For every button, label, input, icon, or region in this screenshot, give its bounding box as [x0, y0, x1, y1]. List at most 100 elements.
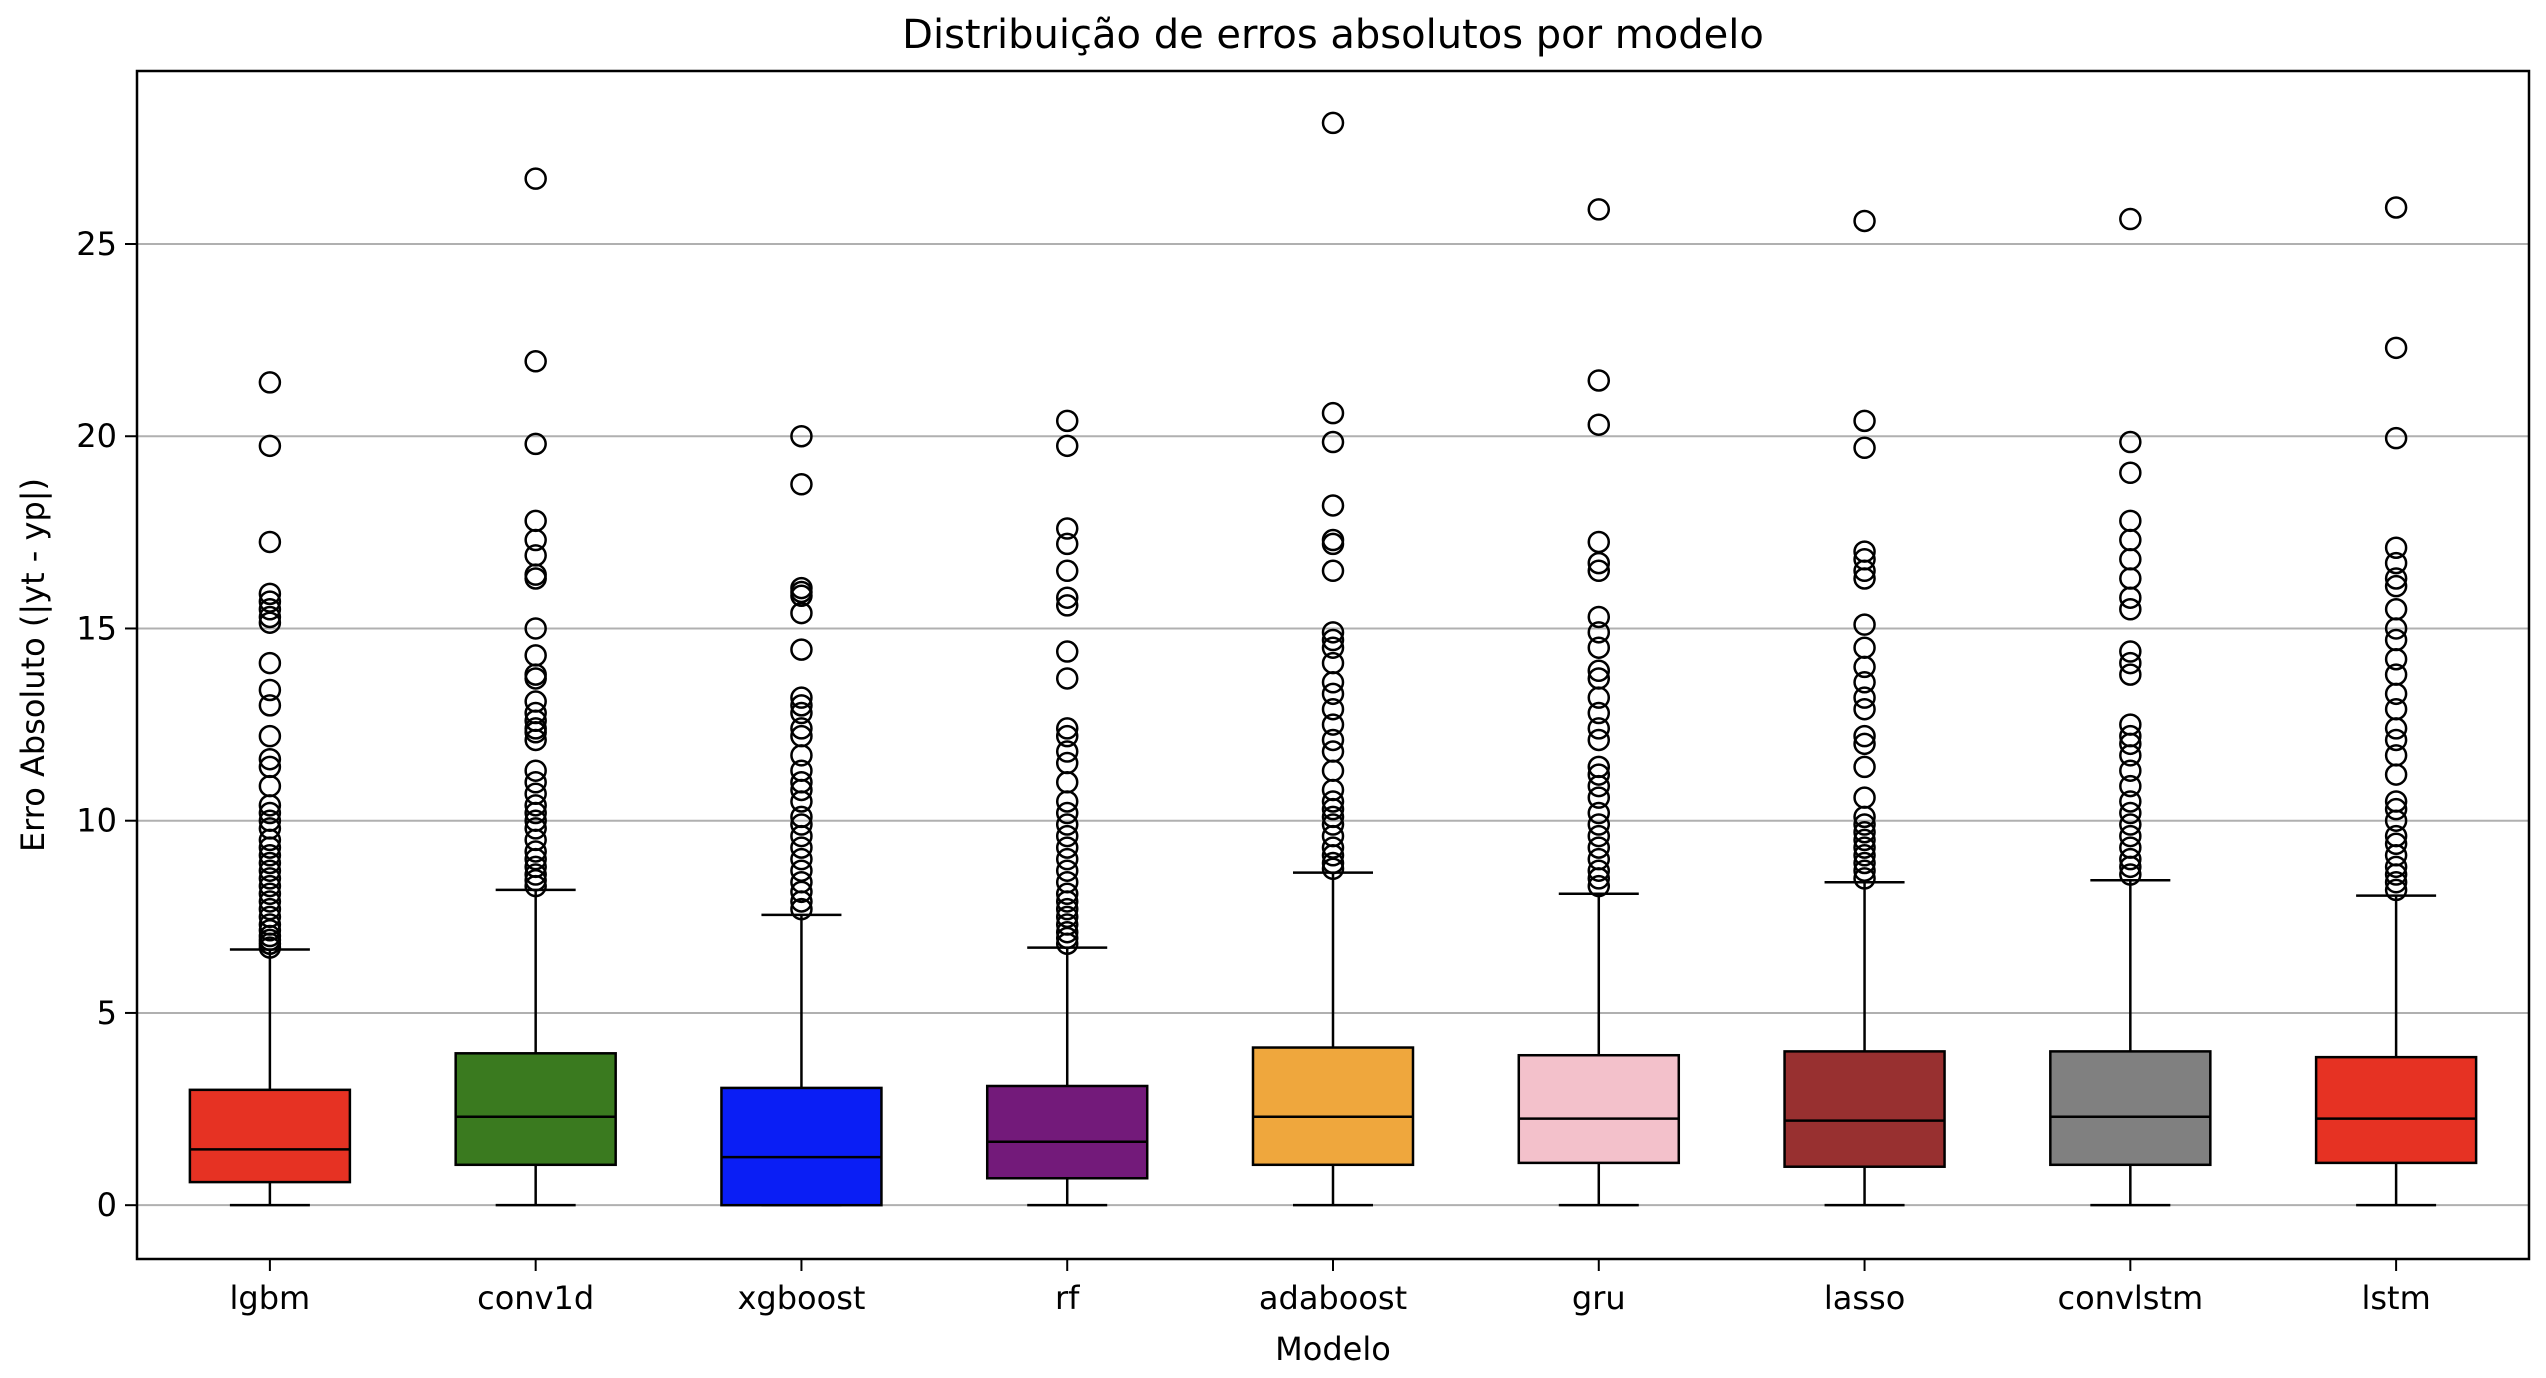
outlier-point — [524, 869, 547, 892]
y-axis-ticks: 0 5 10 15 20 25 — [76, 225, 137, 1224]
outlier-point — [1055, 409, 1079, 433]
outlier-point — [258, 605, 282, 629]
outlier-point — [1853, 209, 1876, 233]
outlier-point — [1587, 701, 1611, 725]
outlier-point — [1321, 111, 1345, 135]
outlier-point — [790, 584, 813, 608]
outlier-point — [790, 694, 813, 717]
outlier-point — [1853, 613, 1876, 636]
y-tick-label: 25 — [76, 225, 117, 263]
outlier-point — [258, 794, 282, 817]
outlier-point — [1321, 559, 1345, 583]
outlier-point — [2119, 598, 2142, 621]
outlier-point — [1587, 813, 1611, 836]
x-tick-label-conv1d: conv1d — [477, 1279, 594, 1317]
outlier-point — [1587, 198, 1611, 221]
outlier-point — [1321, 857, 1345, 881]
outlier-point — [258, 890, 282, 913]
outlier-point — [2119, 586, 2142, 609]
outlier-point — [1055, 890, 1079, 913]
outlier-point — [1853, 813, 1876, 836]
y-tick-label: 0 — [97, 1186, 117, 1224]
outlier-point — [1587, 369, 1611, 392]
y-axis-label: Erro Absoluto (|yt - yp|) — [14, 478, 52, 852]
outlier-point — [1055, 559, 1079, 583]
outlier-point — [1055, 667, 1079, 690]
outlier-point — [1321, 697, 1345, 721]
outlier-point — [2384, 426, 2408, 450]
outlier-point — [1853, 686, 1876, 709]
outlier-point — [258, 434, 282, 458]
outlier-point — [1055, 824, 1079, 848]
outlier-point — [1853, 559, 1876, 583]
outlier-point — [790, 778, 813, 802]
outlier-point — [258, 851, 282, 875]
outlier-point — [790, 744, 813, 767]
outlier-point — [1055, 926, 1079, 950]
box-adaboost — [1251, 111, 1415, 1207]
box-xgboost — [720, 424, 883, 1207]
outlier-point — [258, 859, 282, 882]
outlier-point — [1587, 859, 1611, 882]
outlier-point — [524, 817, 547, 840]
outlier-point — [1587, 636, 1611, 659]
box-rf — [985, 409, 1149, 1207]
outlier-point — [1587, 551, 1611, 575]
outlier-point — [524, 863, 547, 886]
outlier-point — [1853, 844, 1876, 867]
outlier-point — [1321, 844, 1345, 867]
box-iqr — [2049, 1050, 2212, 1167]
x-tick-label-gru: gru — [1572, 1279, 1626, 1317]
outlier-point — [524, 759, 547, 782]
outlier-point — [790, 813, 813, 836]
outlier-point — [1587, 728, 1611, 752]
x-tick-label-lgbm: lgbm — [230, 1279, 311, 1317]
outlier-point — [1321, 636, 1345, 659]
outlier-point — [1587, 686, 1611, 709]
outlier-point — [1587, 824, 1611, 848]
outlier-point — [2119, 207, 2142, 231]
box-convlstm — [2049, 207, 2212, 1207]
outlier-point — [790, 701, 813, 725]
outlier-point — [1321, 682, 1345, 706]
x-tick-label-lstm: lstm — [2361, 1279, 2430, 1317]
outlier-point — [790, 601, 813, 625]
outlier-point — [524, 801, 547, 825]
outlier-point — [258, 678, 282, 702]
outlier-point — [258, 844, 282, 867]
outlier-point — [1587, 621, 1611, 644]
outlier-point — [1055, 813, 1079, 836]
outlier-point — [258, 651, 282, 675]
outlier-point — [2384, 536, 2408, 559]
outlier-point — [1587, 559, 1611, 583]
x-tick-label-adaboost: adaboost — [1259, 1279, 1407, 1317]
outlier-point — [524, 350, 547, 373]
outlier-point — [524, 840, 547, 863]
outlier-point — [1055, 801, 1079, 825]
box-conv1d — [454, 167, 617, 1207]
outlier-point — [2384, 870, 2408, 894]
outlier-point — [258, 694, 282, 717]
outlier-point — [1055, 847, 1079, 871]
outlier-point — [524, 567, 547, 590]
outlier-point — [2119, 774, 2142, 798]
outlier-point — [1055, 882, 1079, 906]
x-tick-label-lasso: lasso — [1824, 1279, 1905, 1317]
outlier-point — [1587, 786, 1611, 809]
outlier-point — [790, 424, 813, 448]
outlier-point — [1587, 867, 1611, 890]
outlier-point — [2119, 863, 2142, 886]
outlier-point — [1587, 774, 1611, 798]
outlier-point — [1853, 724, 1876, 748]
outlier-point — [2384, 717, 2408, 740]
x-tick-label-xgboost: xgboost — [737, 1279, 865, 1317]
box-iqr — [1783, 1050, 1946, 1168]
outlier-point — [258, 611, 282, 634]
outlier-point — [790, 836, 813, 859]
outlier-point — [2119, 790, 2142, 813]
outlier-point — [1055, 434, 1079, 458]
box-iqr — [720, 1086, 883, 1207]
outlier-point — [790, 880, 813, 904]
outlier-point — [524, 432, 547, 456]
